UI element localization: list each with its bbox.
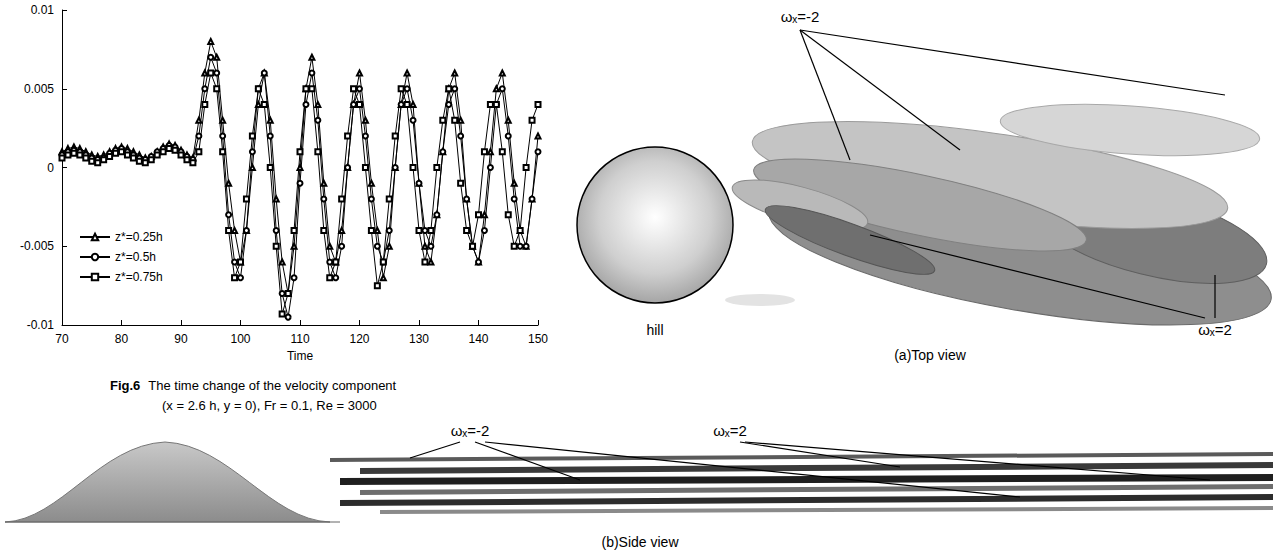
svg-text:70: 70 xyxy=(55,332,69,346)
svg-text:110: 110 xyxy=(290,332,309,346)
svg-text:150: 150 xyxy=(528,332,548,346)
svg-text:ωₓ=-2: ωₓ=-2 xyxy=(451,422,490,439)
svg-text:ωₓ=2: ωₓ=2 xyxy=(1198,321,1232,338)
svg-text:Time: Time xyxy=(287,349,314,363)
svg-text:80: 80 xyxy=(115,332,129,346)
svg-text:hill: hill xyxy=(646,322,663,338)
svg-text:0.01: 0.01 xyxy=(31,3,55,17)
svg-text:Fig.6The time change of the ve: Fig.6The time change of the velocity com… xyxy=(110,378,397,393)
svg-text:z*=0.75h: z*=0.75h xyxy=(115,270,163,284)
svg-text:z*=0.25h: z*=0.25h xyxy=(115,230,163,244)
svg-text:120: 120 xyxy=(349,332,369,346)
svg-text:140: 140 xyxy=(468,332,488,346)
svg-text:(a)Top view: (a)Top view xyxy=(894,347,966,363)
svg-text:-0.01: -0.01 xyxy=(27,318,55,332)
svg-text:130: 130 xyxy=(409,332,429,346)
svg-text:0: 0 xyxy=(47,161,54,175)
svg-text:ωₓ=2: ωₓ=2 xyxy=(713,422,747,439)
svg-text:100: 100 xyxy=(230,332,250,346)
svg-text:z*=0.5h: z*=0.5h xyxy=(115,250,156,264)
svg-text:ωₓ=-2: ωₓ=-2 xyxy=(781,8,820,25)
svg-text:90: 90 xyxy=(174,332,188,346)
svg-text:(x = 2.6 h, y = 0), Fr = 0.1,: (x = 2.6 h, y = 0), Fr = 0.1, Re = 3000 xyxy=(162,398,377,413)
svg-text:-0.005: -0.005 xyxy=(20,239,54,253)
svg-text:(b)Side view: (b)Side view xyxy=(601,534,679,550)
svg-text:0.005: 0.005 xyxy=(24,82,54,96)
